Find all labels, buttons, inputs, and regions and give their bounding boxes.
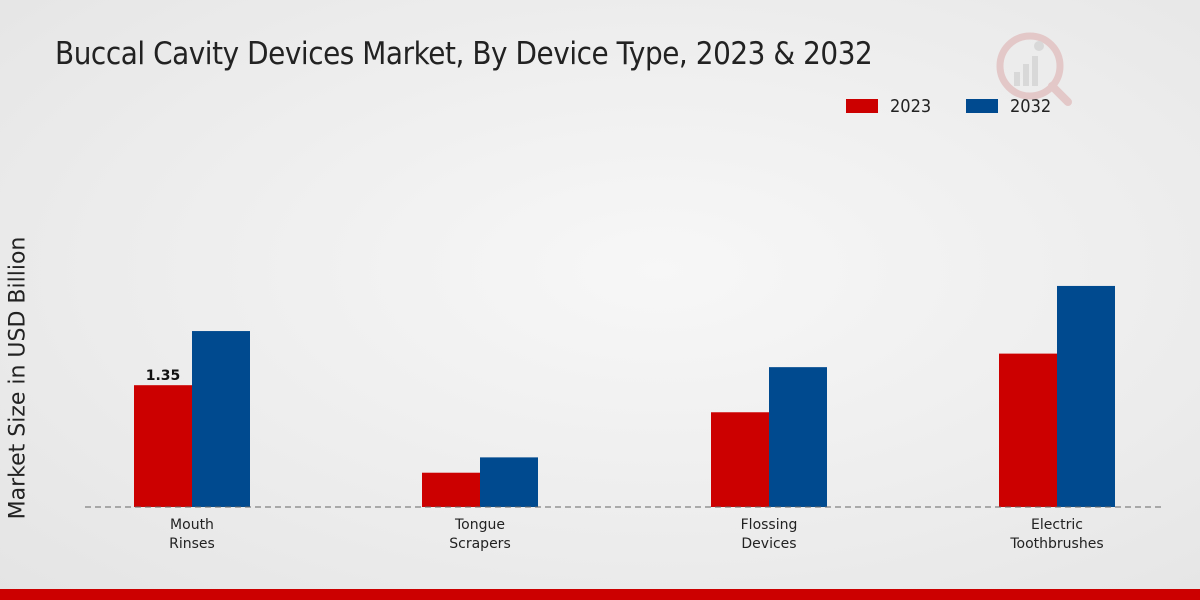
legend-item-2032: 2032 — [966, 95, 1056, 117]
bar-2032-1 — [480, 457, 538, 507]
chart-title: Buccal Cavity Devices Market, By Device … — [55, 36, 873, 72]
bar-2032-3 — [1057, 285, 1115, 507]
bar-2032-2 — [769, 367, 827, 507]
bar-2023-1 — [422, 472, 480, 507]
data-label-0: 1.35 — [146, 368, 181, 384]
legend-item-2023: 2023 — [846, 95, 936, 117]
x-tick-label-3: Electric Toothbrushes — [1009, 517, 1103, 552]
bar-2023-2 — [711, 412, 769, 507]
legend-swatch-2023 — [846, 99, 878, 113]
bar-2023-3 — [999, 353, 1057, 507]
legend-label-2023: 2023 — [890, 95, 932, 117]
bar-2023-0 — [134, 385, 192, 507]
x-tick-label-2: Flossing Devices — [741, 517, 798, 552]
legend-swatch-2032 — [966, 99, 998, 113]
bottom-accent-bar — [0, 589, 1200, 600]
x-tick-label-1: Tongue Scrapers — [449, 517, 510, 552]
legend-label-2032: 2032 — [1010, 95, 1052, 117]
bar-2032-0 — [192, 331, 250, 507]
watermark-logo-icon — [996, 32, 1072, 106]
x-tick-label-0: Mouth Rinses — [169, 517, 215, 552]
